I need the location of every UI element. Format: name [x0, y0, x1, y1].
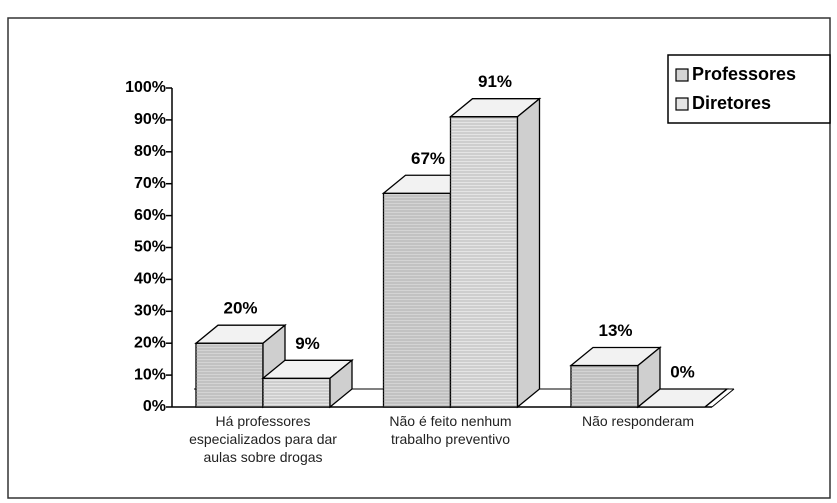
x-tick-label: Há professores especializados para dar a… [189, 413, 337, 465]
floor-edge [711, 388, 735, 408]
y-tick-label: 0% [143, 398, 166, 415]
bar [569, 346, 662, 409]
value-label: 91% [478, 72, 512, 91]
y-tick-label: 90% [134, 111, 166, 128]
value-label: 0% [670, 362, 695, 381]
frame [7, 17, 831, 499]
y-tick-label: 70% [134, 175, 166, 192]
y-tick-label: 50% [134, 239, 166, 256]
y-tick-label: 30% [134, 303, 166, 320]
bar [636, 388, 729, 408]
x-tick-label: Não responderam [581, 413, 695, 429]
y-tick-label: 100% [125, 79, 166, 96]
value-label: 20% [223, 299, 257, 318]
value-label: 67% [411, 149, 445, 168]
bar [261, 358, 354, 409]
legend-label: Professores [692, 64, 796, 84]
y-tick-label: 80% [134, 143, 166, 160]
y-tick-label: 20% [134, 334, 166, 351]
y-tick-label: 10% [134, 366, 166, 383]
legend-swatch [675, 97, 689, 111]
legend-label: Diretores [692, 93, 771, 113]
legend-box [667, 54, 831, 124]
y-tick-label: 40% [134, 271, 166, 288]
bar [448, 97, 542, 409]
value-label: 13% [598, 321, 632, 340]
legend-swatch [675, 68, 689, 82]
value-label: 9% [295, 334, 320, 353]
x-tick-label: Não é feito nenhum trabalho preventivo [389, 413, 512, 447]
y-tick-label: 60% [134, 207, 166, 224]
